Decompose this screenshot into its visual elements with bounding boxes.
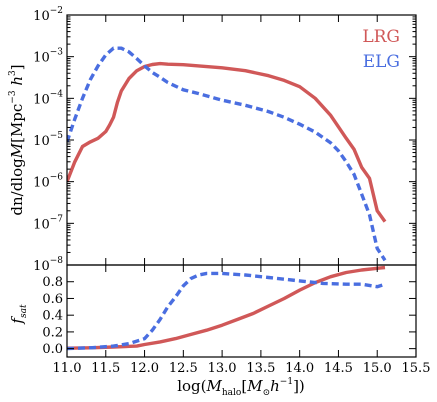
fsat-xtick-label: 15.5 [402, 361, 431, 376]
fsat-ytick-label: 0.8 [42, 275, 63, 290]
fsat-elg-line [67, 271, 386, 351]
density-ytick-label: 10−7 [33, 214, 63, 232]
density-elg-line [67, 46, 387, 262]
fsat-xtick-label: 13.5 [246, 361, 275, 376]
fsat-lrg-line [67, 265, 386, 350]
fsat-xtick-label: 11.0 [53, 361, 82, 376]
density-ytick-label: 10−5 [33, 131, 63, 149]
fsat-xtick-label: 12.5 [169, 361, 198, 376]
legend-elg: ELG [363, 52, 400, 72]
fsat-ytick-label: 0.4 [42, 309, 63, 324]
density-lrg-line [67, 61, 387, 223]
density-ytick-label: 10−2 [33, 6, 63, 24]
fsat-xtick-label: 12.0 [130, 361, 159, 376]
density-ytick-label: 10−3 [33, 48, 63, 66]
fsat-xtick-label: 14.5 [324, 361, 353, 376]
fsat-xtick-label: 13.0 [208, 361, 237, 376]
fsat-xtick-label: 14.0 [285, 361, 314, 376]
y-axis-label-fsat: fsat [8, 304, 29, 325]
legend: LRG ELG [362, 27, 400, 72]
density-ytick-label: 10−4 [33, 89, 63, 107]
x-axis-label: log(Mhalo[M⊙h−1]) [177, 377, 305, 398]
fsat-ytick-label: 0.0 [42, 342, 63, 357]
density-panel: 10−8 10−7 10−6 10−5 10−4 10−3 10−2 LRG ELG [33, 6, 417, 274]
fsat-panel: 0.0 0.20.4 0.6 0.8 11.0 11.5 12.0 12.5 13.0 13.5… [42, 264, 431, 376]
fsat-ytick-label: 0.2 [42, 325, 63, 340]
density-ytick-label: 10−6 [33, 173, 63, 191]
fsat-xtick-label: 15.0 [363, 361, 392, 376]
y-axis-label-density: dn/dlogM[Mpc−3 h3] [8, 64, 26, 215]
density-ytick-label: 10−8 [33, 256, 63, 274]
fsat-xtick-label: 11.5 [91, 361, 120, 376]
fsat-panel-frame [66, 264, 417, 358]
fsat-ytick-label: 0.6 [42, 292, 63, 307]
legend-lrg: LRG [362, 27, 400, 47]
